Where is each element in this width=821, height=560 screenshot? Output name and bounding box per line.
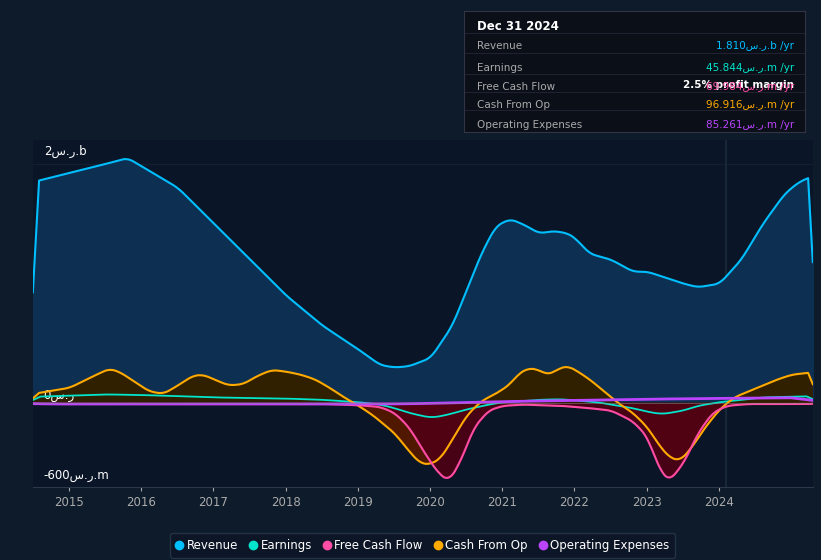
Text: Operating Expenses: Operating Expenses	[478, 119, 583, 129]
Text: Dec 31 2024: Dec 31 2024	[478, 20, 559, 32]
Legend: Revenue, Earnings, Free Cash Flow, Cash From Op, Operating Expenses: Revenue, Earnings, Free Cash Flow, Cash …	[170, 533, 676, 558]
Text: Revenue: Revenue	[478, 41, 523, 52]
Text: -600س.ر.m: -600س.ر.m	[44, 469, 109, 482]
Text: 45.844س.ر.m /yr: 45.844س.ر.m /yr	[706, 63, 795, 73]
Text: 1.810س.ر.b /yr: 1.810س.ر.b /yr	[717, 41, 795, 52]
Text: Earnings: Earnings	[478, 63, 523, 73]
Text: 85.261س.ر.m /yr: 85.261س.ر.m /yr	[706, 119, 795, 129]
Text: 0س.ر: 0س.ر	[44, 389, 75, 402]
Text: 69.984س.ر.m /yr: 69.984س.ر.m /yr	[706, 82, 795, 92]
Text: Cash From Op: Cash From Op	[478, 100, 551, 110]
Text: 96.916س.ر.m /yr: 96.916س.ر.m /yr	[706, 100, 795, 110]
Text: 2س.ر.b: 2س.ر.b	[44, 145, 86, 158]
Text: 2.5% profit margin: 2.5% profit margin	[683, 80, 795, 90]
Text: Free Cash Flow: Free Cash Flow	[478, 82, 556, 92]
